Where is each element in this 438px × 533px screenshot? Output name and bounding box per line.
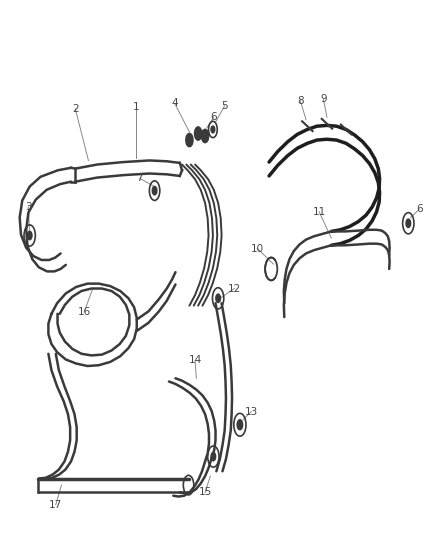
Text: 15: 15 <box>198 488 212 497</box>
Text: 7: 7 <box>137 173 143 183</box>
Circle shape <box>211 126 215 133</box>
Text: 10: 10 <box>251 244 264 254</box>
Text: 5: 5 <box>221 101 228 111</box>
Circle shape <box>201 130 208 142</box>
Circle shape <box>211 453 215 461</box>
Circle shape <box>216 294 220 302</box>
Text: 14: 14 <box>188 356 201 365</box>
Text: 8: 8 <box>297 96 304 106</box>
Text: 9: 9 <box>320 94 327 104</box>
Circle shape <box>406 219 410 228</box>
Text: 11: 11 <box>312 207 326 217</box>
Circle shape <box>152 187 157 195</box>
Text: 6: 6 <box>416 204 423 214</box>
Text: 3: 3 <box>25 202 32 212</box>
Circle shape <box>186 134 193 147</box>
Text: 2: 2 <box>72 104 79 114</box>
Text: 17: 17 <box>49 500 63 510</box>
Text: 6: 6 <box>211 112 217 122</box>
Circle shape <box>237 420 243 430</box>
Text: 13: 13 <box>244 407 258 417</box>
Text: 4: 4 <box>171 99 178 108</box>
Circle shape <box>194 127 201 140</box>
Text: 12: 12 <box>228 284 241 294</box>
Text: 1: 1 <box>133 102 140 112</box>
Circle shape <box>28 231 32 239</box>
Text: 16: 16 <box>78 307 91 317</box>
